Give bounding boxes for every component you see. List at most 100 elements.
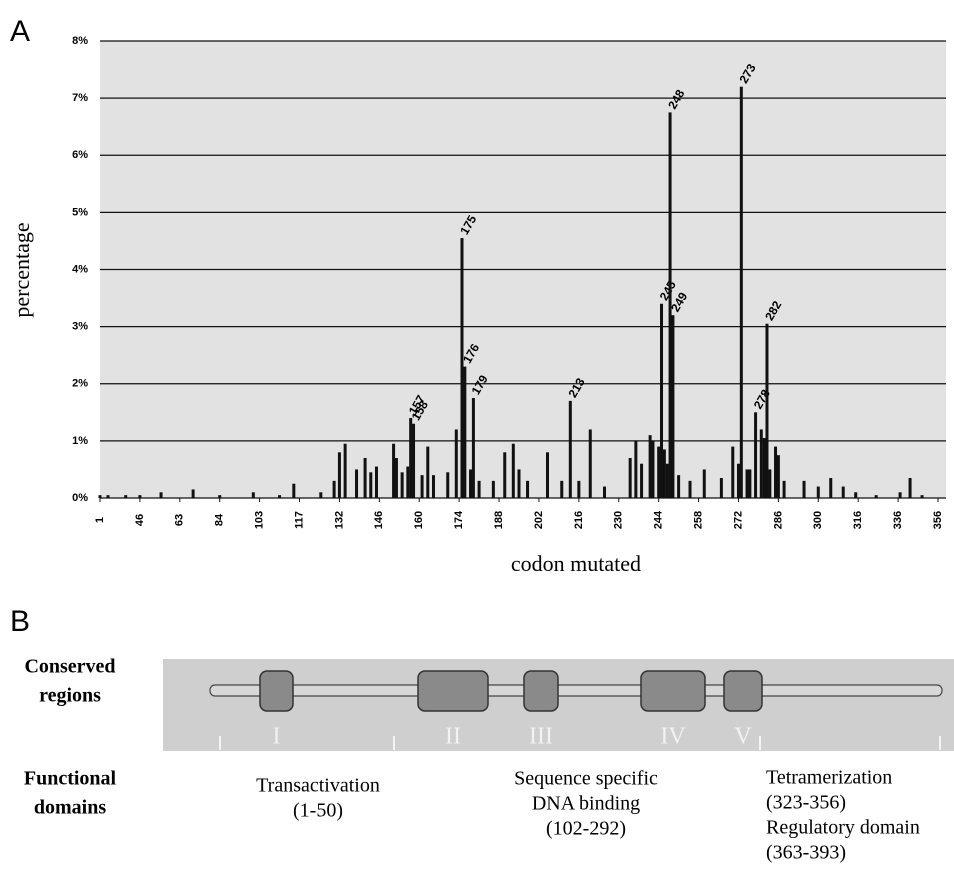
bar: [374, 466, 378, 498]
domain-text: Tetramerization: [766, 767, 892, 789]
bar: [218, 495, 222, 498]
x-tick-label: 300: [812, 511, 824, 529]
bar: [603, 486, 607, 498]
bar: [420, 475, 424, 498]
y-tick-label: 3%: [72, 321, 88, 333]
y-axis-label: percentage: [9, 222, 34, 317]
panel-letter: A: [10, 15, 30, 48]
bar: [660, 303, 664, 498]
x-tick-label: 84: [214, 513, 226, 526]
x-tick-label: 63: [174, 514, 186, 526]
bar: [568, 400, 572, 498]
bar: [688, 480, 692, 498]
bar: [662, 449, 666, 498]
bar: [829, 478, 833, 498]
x-tick-label: 336: [892, 511, 904, 529]
bar: [159, 492, 163, 498]
x-tick-label: 46: [134, 514, 146, 526]
y-tick-label: 1%: [72, 435, 88, 447]
conserved-region: [523, 670, 559, 712]
bar: [332, 480, 336, 498]
bar: [739, 86, 743, 498]
conserved-region: [640, 670, 706, 712]
bar: [628, 458, 632, 498]
bar: [98, 495, 102, 498]
region-numeral: III: [529, 724, 553, 750]
bar: [526, 480, 530, 498]
bar: [460, 238, 464, 499]
bar: [782, 480, 786, 498]
x-tick-label: 216: [573, 511, 585, 529]
bar: [471, 398, 475, 498]
y-tick-label: 8%: [72, 35, 88, 47]
x-tick-label: 202: [533, 511, 545, 529]
bar: [477, 480, 481, 498]
bar: [446, 472, 450, 498]
bar: [278, 495, 282, 498]
bar: [319, 492, 323, 498]
bar: [138, 495, 142, 498]
bar: [736, 463, 740, 498]
bar: [748, 469, 752, 498]
conserved-region: [259, 670, 294, 712]
bar: [702, 469, 706, 498]
bar: [665, 463, 669, 498]
bar: [454, 429, 458, 498]
bar: [511, 443, 515, 498]
y-tick-label: 5%: [72, 206, 88, 218]
bar: [908, 478, 912, 498]
bar: [463, 366, 467, 498]
bar: [874, 495, 878, 498]
x-tick-label: 174: [453, 510, 465, 529]
bar: [776, 455, 780, 498]
x-tick-label: 188: [493, 511, 505, 529]
bar: [491, 480, 495, 498]
bar: [754, 412, 758, 498]
bar: [841, 486, 845, 498]
x-tick-label: 244: [653, 510, 665, 529]
bar: [759, 429, 763, 498]
domain-text: (1-50): [293, 800, 343, 822]
bar: [651, 440, 655, 498]
domain-text: Transactivation: [256, 775, 380, 797]
bar: [762, 438, 766, 498]
conserved-region: [417, 670, 489, 712]
bar: [920, 495, 924, 498]
conserved-region: [723, 670, 763, 712]
y-tick-label: 7%: [72, 92, 88, 104]
x-tick-label: 117: [293, 511, 305, 529]
bar: [671, 315, 675, 498]
bar: [363, 458, 367, 498]
x-tick-label: 1: [94, 517, 106, 523]
bar: [251, 492, 255, 498]
x-tick-label: 258: [692, 511, 704, 529]
x-tick-label: 356: [932, 511, 944, 529]
bar: [765, 323, 769, 498]
domain-text: (102-292): [546, 818, 626, 840]
bar: [355, 469, 359, 498]
x-axis-label: codon mutated: [511, 551, 641, 576]
row-label: regions: [39, 685, 101, 707]
domain-text: Regulatory domain: [766, 817, 920, 839]
bar: [774, 446, 778, 498]
bar: [191, 489, 195, 498]
bar: [668, 112, 672, 498]
panel-letter: B: [10, 605, 30, 638]
bar: [648, 435, 652, 498]
domain-text: (323-356): [766, 792, 846, 814]
bar: [802, 480, 806, 498]
region-numeral: II: [445, 724, 461, 750]
bar: [677, 475, 681, 498]
bar: [431, 475, 435, 498]
x-tick-label: 230: [613, 511, 625, 529]
bar: [124, 495, 128, 498]
x-tick-label: 272: [732, 511, 744, 529]
bar: [731, 446, 735, 498]
bar: [560, 480, 564, 498]
domain-text: Sequence specific: [514, 768, 658, 790]
bar: [369, 472, 373, 498]
bar: [292, 483, 296, 498]
bar: [898, 492, 902, 498]
